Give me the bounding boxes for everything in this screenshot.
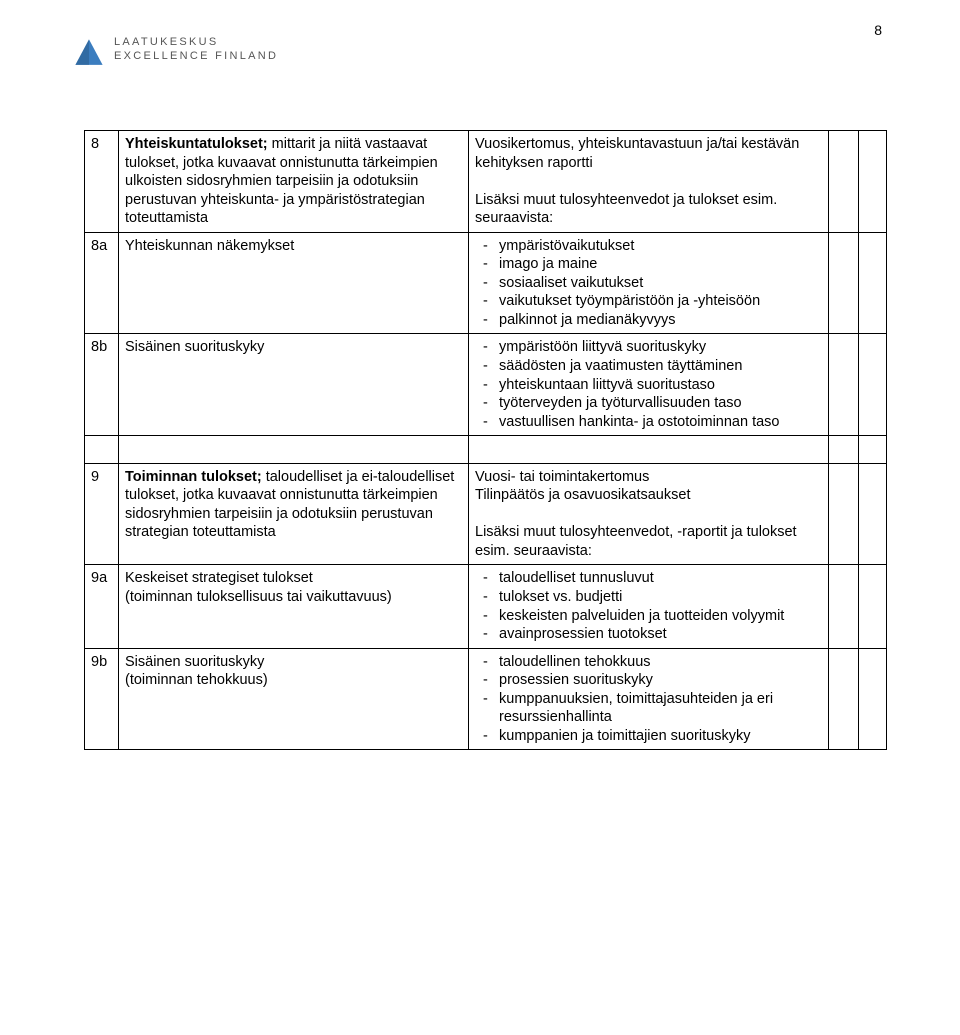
row-desc-line: Keskeiset strategiset tulokset (125, 569, 462, 588)
list-item: ympäristöön liittyvä suorituskyky (475, 338, 822, 357)
list-item: ympäristövaikutukset (475, 237, 822, 256)
evidence-para: Vuosi- tai toimintakertomus (475, 468, 822, 487)
row-evidence: ympäristöön liittyvä suorituskyky säädös… (469, 334, 829, 436)
bullet-list: taloudelliset tunnusluvut tulokset vs. b… (475, 569, 822, 643)
score-cell (829, 436, 859, 464)
row-desc-line: Sisäinen suorituskyky (125, 653, 462, 672)
score-cell (859, 334, 887, 436)
list-item: kumppanien ja toimittajien suorituskyky (475, 727, 822, 746)
list-item: imago ja maine (475, 255, 822, 274)
list-item: vaikutukset työympäristöön ja -yhteisöön (475, 292, 822, 311)
page-number: 8 (874, 22, 882, 38)
evidence-para: Lisäksi muut tulosyhteenvedot ja tulokse… (475, 191, 822, 228)
empty-cell (119, 436, 469, 464)
list-item: yhteiskuntaan liittyvä suoritustaso (475, 376, 822, 395)
bullet-list: ympäristöön liittyvä suorituskyky säädös… (475, 338, 822, 431)
row-description: Sisäinen suorituskyky (119, 334, 469, 436)
row-evidence: Vuosikertomus, yhteiskuntavastuun ja/tai… (469, 131, 829, 233)
list-item: vastuullisen hankinta- ja ostotoiminnan … (475, 413, 822, 432)
row-id: 9a (85, 565, 119, 648)
score-cell (859, 648, 887, 750)
row-id: 8 (85, 131, 119, 233)
table-row: 9a Keskeiset strategiset tulokset (toimi… (85, 565, 887, 648)
score-cell (859, 565, 887, 648)
row-description: Yhteiskunnan näkemykset (119, 232, 469, 334)
empty-cell (469, 436, 829, 464)
list-item: kumppanuuksien, toimittajasuhteiden ja e… (475, 690, 822, 727)
empty-cell (85, 436, 119, 464)
list-item: tulokset vs. budjetti (475, 588, 822, 607)
score-cell (859, 232, 887, 334)
score-cell (829, 648, 859, 750)
row-title-bold: Toiminnan tulokset; (125, 469, 262, 485)
row-title-bold: Yhteiskuntatulokset; (125, 136, 268, 152)
table-row: 9 Toiminnan tulokset; taloudelliset ja e… (85, 463, 887, 565)
evidence-para: Tilinpäätös ja osavuosikatsaukset (475, 486, 822, 505)
score-cell (829, 334, 859, 436)
criteria-table: 8 Yhteiskuntatulokset; mittarit ja niitä… (84, 130, 887, 750)
list-item: prosessien suorituskyky (475, 671, 822, 690)
row-desc-line: (toiminnan tehokkuus) (125, 671, 462, 690)
row-id: 9 (85, 463, 119, 565)
logo-line1: LAATUKESKUS (114, 36, 278, 50)
score-cell (859, 463, 887, 565)
row-id: 8a (85, 232, 119, 334)
bullet-list: ympäristövaikutukset imago ja maine sosi… (475, 237, 822, 330)
score-cell (829, 565, 859, 648)
logo-line2: EXCELLENCE FINLAND (114, 50, 278, 64)
bullet-list: taloudellinen tehokkuus prosessien suori… (475, 653, 822, 746)
logo-text: LAATUKESKUS EXCELLENCE FINLAND (114, 36, 278, 64)
list-item: työterveyden ja työturvallisuuden taso (475, 394, 822, 413)
row-desc-line: (toiminnan tuloksellisuus tai vaikuttavu… (125, 588, 462, 607)
table-row: 8a Yhteiskunnan näkemykset ympäristövaik… (85, 232, 887, 334)
list-item: säädösten ja vaatimusten täyttäminen (475, 357, 822, 376)
evidence-para: Vuosikertomus, yhteiskuntavastuun ja/tai… (475, 135, 822, 172)
score-cell (829, 463, 859, 565)
row-evidence: ympäristövaikutukset imago ja maine sosi… (469, 232, 829, 334)
list-item: palkinnot ja medianäkyvyys (475, 311, 822, 330)
list-item: sosiaaliset vaikutukset (475, 274, 822, 293)
score-cell (829, 232, 859, 334)
row-evidence: taloudellinen tehokkuus prosessien suori… (469, 648, 829, 750)
score-cell (859, 436, 887, 464)
table-row: 9b Sisäinen suorituskyky (toiminnan teho… (85, 648, 887, 750)
score-cell (859, 131, 887, 233)
row-id: 9b (85, 648, 119, 750)
row-id: 8b (85, 334, 119, 436)
table-row: 8b Sisäinen suorituskyky ympäristöön lii… (85, 334, 887, 436)
list-item: keskeisten palveluiden ja tuotteiden vol… (475, 607, 822, 626)
list-item: taloudelliset tunnusluvut (475, 569, 822, 588)
row-evidence: taloudelliset tunnusluvut tulokset vs. b… (469, 565, 829, 648)
table-spacer-row (85, 436, 887, 464)
evidence-para: Lisäksi muut tulosyhteenvedot, -raportit… (475, 523, 822, 560)
logo-triangle-icon (72, 36, 106, 70)
row-description: Keskeiset strategiset tulokset (toiminna… (119, 565, 469, 648)
row-evidence: Vuosi- tai toimintakertomus Tilinpäätös … (469, 463, 829, 565)
row-description: Yhteiskuntatulokset; mittarit ja niitä v… (119, 131, 469, 233)
score-cell (829, 131, 859, 233)
row-description: Toiminnan tulokset; taloudelliset ja ei-… (119, 463, 469, 565)
logo: LAATUKESKUS EXCELLENCE FINLAND (72, 36, 278, 70)
list-item: taloudellinen tehokkuus (475, 653, 822, 672)
row-description: Sisäinen suorituskyky (toiminnan tehokku… (119, 648, 469, 750)
list-item: avainprosessien tuotokset (475, 625, 822, 644)
table-row: 8 Yhteiskuntatulokset; mittarit ja niitä… (85, 131, 887, 233)
